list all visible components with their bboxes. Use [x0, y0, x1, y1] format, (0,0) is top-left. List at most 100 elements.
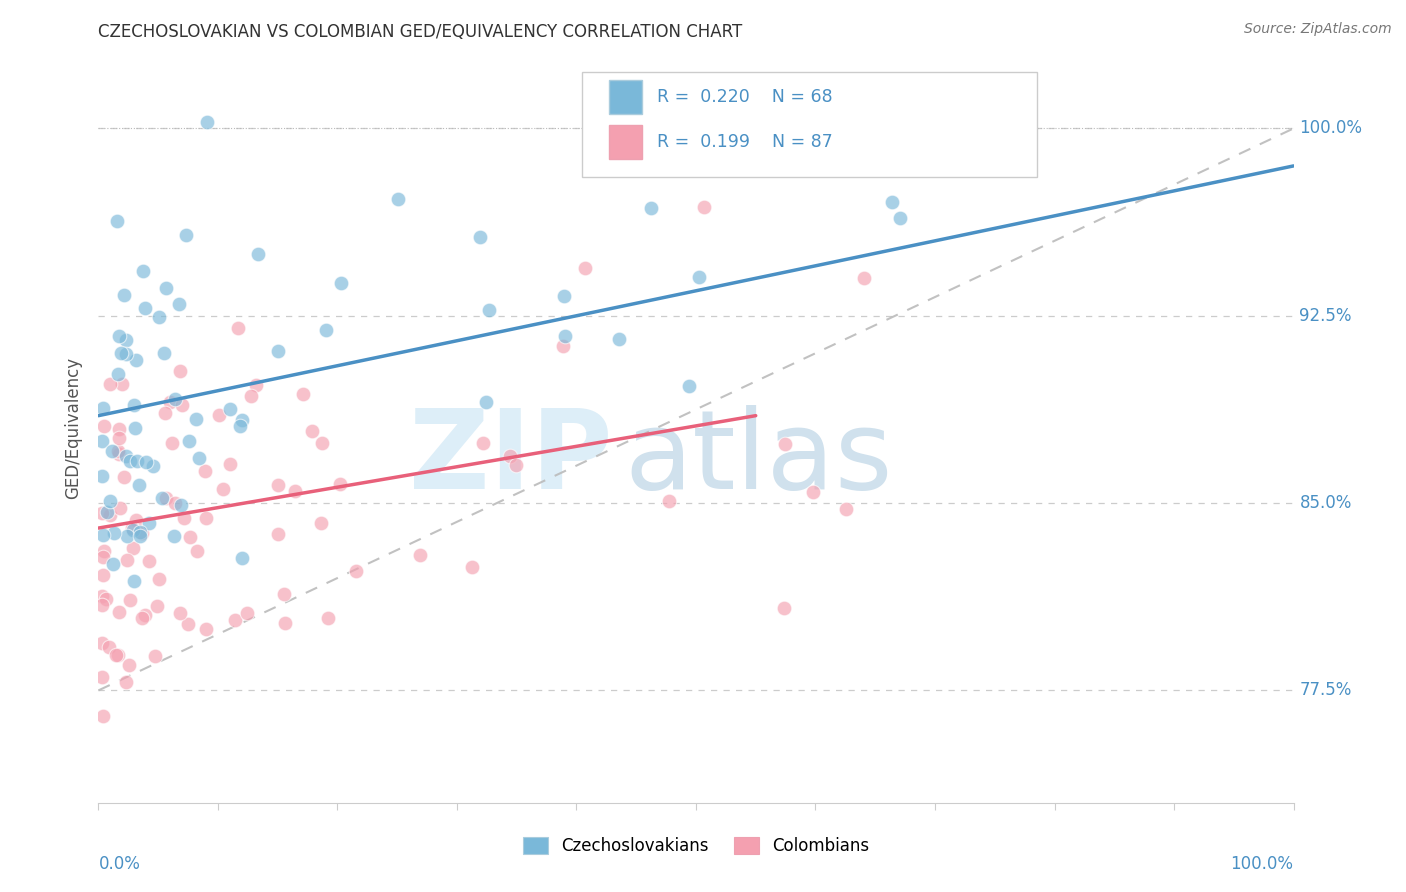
Point [145, 649, 167, 664]
Point [98, 377, 121, 392]
Point [218, 402, 240, 417]
Point [574, 260, 596, 275]
Bar [609, 125, 643, 159]
Point [315, 323, 337, 337]
Point [91, 670, 114, 684]
Point [131, 611, 153, 625]
Point [177, 617, 200, 632]
Point [98, 493, 121, 508]
Point [889, 211, 911, 226]
Point [94, 592, 117, 607]
Point [121, 541, 143, 556]
Point [115, 675, 138, 690]
Point [853, 271, 876, 285]
Point [107, 367, 129, 381]
Text: R =  0.220    N = 68: R = 0.220 N = 68 [657, 88, 832, 106]
Point [98, 508, 121, 523]
Point [124, 421, 146, 435]
Y-axis label: GED/Equivalency: GED/Equivalency [65, 357, 83, 500]
Point [107, 444, 129, 458]
Point [107, 605, 129, 619]
Point [91, 567, 114, 582]
Point [409, 549, 432, 563]
Point [122, 523, 145, 537]
Legend: Czechoslovakians, Colombians: Czechoslovakians, Colombians [516, 830, 876, 862]
Point [115, 449, 138, 463]
Point [551, 339, 574, 353]
Point [231, 413, 253, 427]
Point [165, 392, 187, 407]
Point [188, 450, 211, 465]
Text: ZIP: ZIP [409, 405, 613, 512]
Point [195, 622, 218, 636]
Point [153, 346, 176, 360]
Point [170, 399, 193, 413]
Point [247, 246, 270, 260]
Text: R =  0.199    N = 87: R = 0.199 N = 87 [657, 133, 832, 151]
Point [882, 194, 904, 209]
Point [91, 598, 114, 612]
Point [329, 276, 352, 290]
Point [115, 529, 138, 543]
Point [169, 364, 191, 378]
Point [93, 418, 115, 433]
Point [460, 560, 482, 574]
Text: atlas: atlas [624, 405, 893, 512]
Point [101, 443, 124, 458]
Text: 100.0%: 100.0% [1299, 120, 1362, 137]
Point [678, 379, 700, 393]
Point [91, 506, 114, 520]
Point [301, 425, 323, 439]
Point [114, 288, 136, 302]
Point [129, 529, 152, 543]
Point [91, 589, 114, 603]
Point [131, 264, 153, 278]
Point [688, 269, 710, 284]
Point [138, 516, 160, 530]
Point [226, 320, 249, 334]
Point [120, 454, 142, 468]
Text: 85.0%: 85.0% [1299, 494, 1353, 512]
Point [91, 434, 114, 449]
Point [91, 469, 114, 483]
Point [231, 551, 253, 566]
Point [607, 332, 630, 346]
Point [207, 408, 229, 422]
Point [291, 386, 314, 401]
Point [897, 109, 920, 123]
Point [184, 411, 207, 425]
Point [309, 516, 332, 530]
Point [472, 435, 495, 450]
Point [111, 376, 134, 391]
Point [329, 476, 352, 491]
Point [153, 406, 176, 420]
Point [640, 201, 662, 215]
Point [236, 606, 259, 620]
Point [387, 192, 409, 206]
Point [112, 470, 135, 484]
Point [124, 398, 146, 412]
Text: 100.0%: 100.0% [1230, 855, 1294, 873]
Point [108, 447, 131, 461]
Point [163, 496, 186, 510]
Point [105, 648, 128, 662]
Point [193, 464, 215, 478]
Point [266, 343, 288, 358]
Point [159, 395, 181, 409]
Point [134, 607, 156, 622]
Point [131, 526, 153, 541]
Point [127, 453, 149, 467]
Point [167, 297, 190, 311]
Point [93, 544, 115, 558]
Point [173, 511, 195, 525]
Point [103, 526, 125, 541]
Point [692, 200, 714, 214]
Point [224, 613, 246, 627]
Point [107, 648, 129, 663]
Point [148, 310, 170, 324]
Point [772, 601, 794, 615]
Point [274, 616, 297, 631]
Point [114, 334, 136, 348]
Bar [609, 80, 643, 114]
Point [179, 530, 201, 544]
